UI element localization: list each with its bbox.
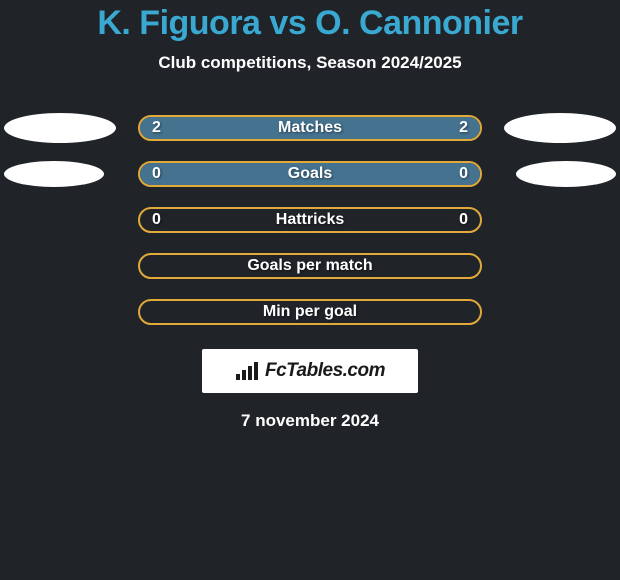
- logo-text: FcTables.com: [265, 360, 385, 382]
- stat-row: Min per goal: [0, 299, 620, 325]
- stat-bar-track: Min per goal: [138, 299, 482, 325]
- stat-label: Matches: [278, 117, 342, 139]
- stat-row: Goals per match: [0, 253, 620, 279]
- comparison-card: K. Figuora vs O. Cannonier Club competit…: [0, 0, 620, 431]
- stat-value-right: 2: [459, 117, 468, 139]
- stat-label: Goals: [288, 163, 332, 185]
- stat-rows: 2 2 Matches 0 0 Goals 0 0 Hattricks Goals per mat…: [0, 115, 620, 325]
- stat-value-right: 0: [459, 163, 468, 185]
- stat-bar-fill-right: [310, 163, 480, 185]
- player-left-ellipse: [4, 113, 116, 143]
- page-title: K. Figuora vs O. Cannonier: [0, 4, 620, 43]
- page-subtitle: Club competitions, Season 2024/2025: [0, 53, 620, 73]
- stat-value-right: 0: [459, 209, 468, 231]
- stat-value-left: 0: [152, 209, 161, 231]
- logo-box: FcTables.com: [202, 349, 418, 393]
- player-right-ellipse: [516, 161, 616, 187]
- stat-bar-track: 0 0 Hattricks: [138, 207, 482, 233]
- stat-bar-track: 0 0 Goals: [138, 161, 482, 187]
- stat-bar-track: Goals per match: [138, 253, 482, 279]
- logo: FcTables.com: [235, 360, 385, 382]
- date-text: 7 november 2024: [0, 411, 620, 431]
- stat-bar-track: 2 2 Matches: [138, 115, 482, 141]
- stat-label: Hattricks: [276, 209, 344, 231]
- player-right-ellipse: [504, 113, 616, 143]
- player-left-ellipse: [4, 161, 104, 187]
- stat-value-left: 0: [152, 163, 161, 185]
- stat-value-left: 2: [152, 117, 161, 139]
- stat-row: 0 0 Goals: [0, 161, 620, 187]
- stat-label: Goals per match: [247, 255, 372, 277]
- stat-row: 0 0 Hattricks: [0, 207, 620, 233]
- stat-row: 2 2 Matches: [0, 115, 620, 141]
- stat-label: Min per goal: [263, 301, 357, 323]
- bars-icon: [235, 360, 261, 382]
- stat-bar-fill-left: [140, 163, 310, 185]
